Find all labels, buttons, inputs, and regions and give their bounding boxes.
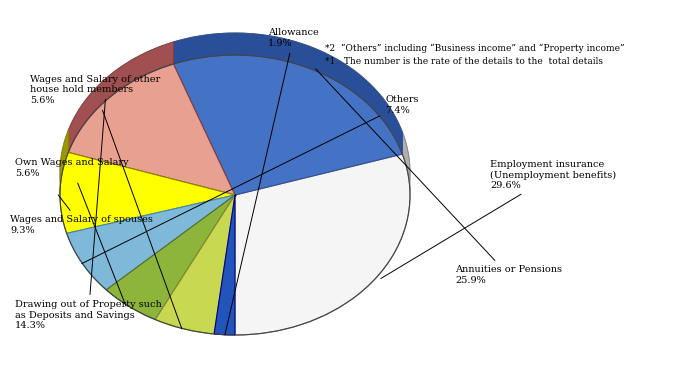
Polygon shape — [60, 152, 235, 233]
Text: Wages and Salary of other
house hold members
5.6%: Wages and Salary of other house hold mem… — [30, 75, 182, 329]
Text: Annuities or Pensions
25.9%: Annuities or Pensions 25.9% — [315, 69, 562, 285]
Ellipse shape — [60, 33, 410, 313]
Text: Own Wages and Salary
5.6%: Own Wages and Salary 5.6% — [15, 158, 129, 306]
Polygon shape — [106, 195, 235, 320]
Text: Allowance
1.9%: Allowance 1.9% — [225, 28, 319, 335]
Text: Drawing out of Property such
as Deposits and Savings
14.3%: Drawing out of Property such as Deposits… — [15, 99, 162, 330]
Polygon shape — [214, 195, 235, 335]
Polygon shape — [68, 42, 173, 152]
Polygon shape — [68, 64, 235, 195]
Polygon shape — [155, 195, 235, 334]
Text: Employment insurance
(Unemployment benefits)
29.6%: Employment insurance (Unemployment benef… — [381, 160, 616, 279]
Text: Others
7.4%: Others 7.4% — [82, 95, 419, 264]
Polygon shape — [173, 33, 402, 154]
Text: *1   The number is the rate of the details to the  total details: *1 The number is the rate of the details… — [325, 58, 603, 67]
Polygon shape — [67, 195, 235, 290]
Polygon shape — [235, 154, 410, 335]
Polygon shape — [60, 130, 68, 194]
Text: Wages and Salary of spouses
9.3%: Wages and Salary of spouses 9.3% — [10, 195, 153, 235]
Polygon shape — [402, 132, 410, 191]
Text: *2  “Others” including “Business income” and “Property income”: *2 “Others” including “Business income” … — [325, 43, 625, 53]
Polygon shape — [173, 55, 402, 195]
